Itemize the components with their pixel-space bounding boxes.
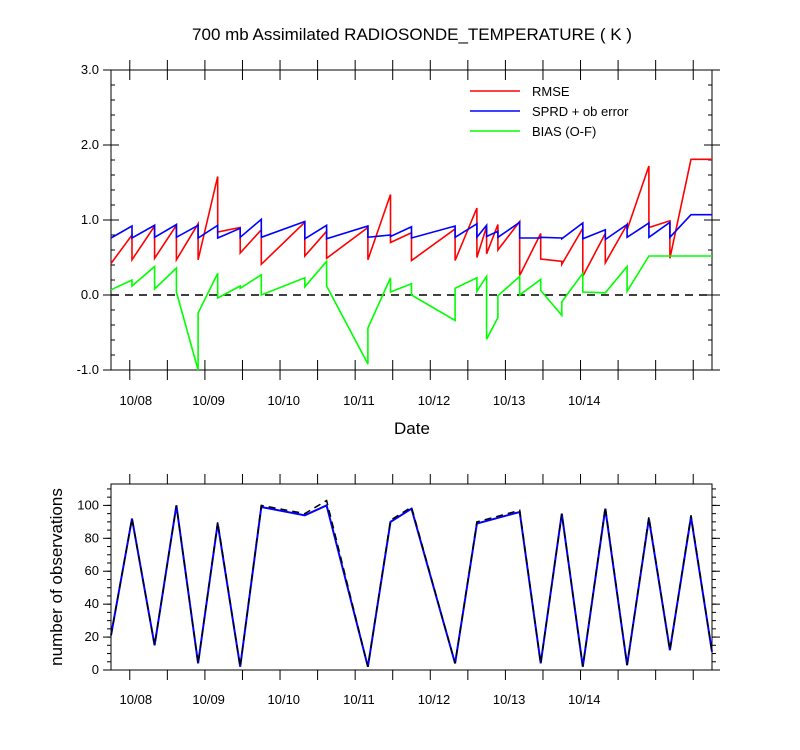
bottom-x-tick-label: 10/13 [493,692,526,707]
legend-bias-label: BIAS (O-F) [532,124,596,139]
top-y-tick-label: 0.0 [81,287,99,302]
observations-line-dashed [110,499,713,667]
series-line-rmse [110,158,712,277]
bottom-y-tick-label: 0 [92,662,99,677]
top-x-tick-label: 10/14 [568,393,601,408]
legend-rmse-label: RMSE [532,84,570,99]
top-y-tick-label: 1.0 [81,212,99,227]
top-y-tick-label: -1.0 [77,362,99,377]
series-line-bias-o-f [110,255,712,371]
top-x-tick-label: 10/10 [268,393,301,408]
bottom-series-group [110,499,713,667]
y-axis-label-observations: number of observations [47,488,66,666]
bottom-y-tick-label: 40 [85,596,99,611]
top-x-tick-label: 10/09 [192,393,225,408]
top-x-tick-label: 10/12 [418,393,451,408]
bottom-y-tick-label: 60 [85,563,99,578]
bottom-x-tick-label: 10/08 [120,692,153,707]
x-axis-label: Date [394,419,430,438]
bottom-x-tick-label: 10/12 [418,692,451,707]
bottom-x-tick-label: 10/10 [268,692,301,707]
bottom-x-tick-label: 10/14 [568,692,601,707]
chart-title: 700 mb Assimilated RADIOSONDE_TEMPERATUR… [192,25,632,44]
top-y-tick-label: 3.0 [81,62,99,77]
bottom-y-tick-label: 20 [85,629,99,644]
series-line-sprd-ob-error [110,213,712,242]
top-series-group [110,158,712,371]
top-y-tick-label: 2.0 [81,137,99,152]
bottom-y-tick-label: 80 [85,530,99,545]
bottom-plot-frame [110,483,713,671]
top-x-tick-label: 10/11 [343,393,375,408]
bottom-x-tick-label: 10/11 [343,692,375,707]
bottom-x-tick-label: 10/09 [192,692,225,707]
bottom-y-tick-label: 100 [77,497,99,512]
legend-sprd-label: SPRD + ob error [532,104,629,119]
top-x-tick-label: 10/08 [120,393,153,408]
bottom-axis-group: 0 20 40 60 80 100 10/08 10/09 10/10 10/11 10/12 10/… [77,474,720,707]
legend: RMSE SPRD + ob error BIAS (O-F) [470,84,629,139]
top-x-tick-label: 10/13 [493,393,526,408]
